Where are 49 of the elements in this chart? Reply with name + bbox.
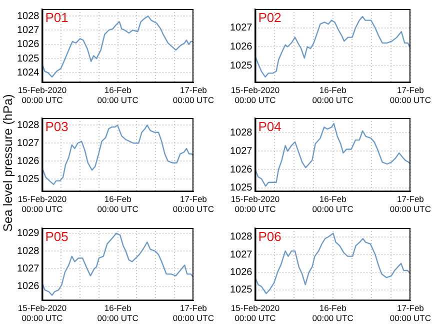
y-tick-label: 1027 bbox=[230, 146, 253, 157]
x-tick-label: 17-Feb 00:00 UTC bbox=[172, 194, 214, 214]
y-tick-label: 1025 bbox=[16, 174, 40, 185]
chart-title: P03 bbox=[45, 119, 68, 134]
x-tick-label: 17-Feb 00:00 UTC bbox=[172, 85, 214, 106]
y-tick-label: 1025 bbox=[230, 182, 253, 194]
y-tick-label: 1027 bbox=[16, 24, 40, 36]
y-tick-label: 1028 bbox=[16, 10, 40, 22]
x-tick-label: 17-Feb 00:00 UTC bbox=[390, 303, 432, 324]
chart-title: P02 bbox=[258, 10, 282, 26]
x-tick-label: 15-Feb-2020 00:00 UTC bbox=[230, 85, 280, 106]
x-tick-label: 15-Feb-2020 00:00 UTC bbox=[18, 303, 67, 324]
y-tick-label: 1028 bbox=[230, 232, 253, 243]
chart-title: P04 bbox=[258, 119, 282, 134]
x-tick-label: 16-Feb 00:00 UTC bbox=[97, 303, 138, 324]
y-tick-label: 1026 bbox=[230, 41, 253, 52]
x-tick-label: 16-Feb 00:00 UTC bbox=[97, 85, 138, 106]
x-tick-label: 17-Feb 00:00 UTC bbox=[390, 194, 432, 214]
y-tick-label: 1026 bbox=[230, 267, 253, 278]
y-tick-label: 1025 bbox=[230, 60, 253, 72]
x-tick-label: 15-Feb-2020 00:00 UTC bbox=[18, 194, 67, 214]
chart-title: P06 bbox=[258, 229, 282, 244]
y-tick-label: 1027 bbox=[230, 22, 253, 34]
x-tick-label: 16-Feb 00:00 UTC bbox=[312, 194, 354, 214]
y-tick-label: 1025 bbox=[230, 284, 253, 296]
y-tick-label: 1026 bbox=[16, 39, 40, 50]
y-tick-label: 1028 bbox=[230, 127, 253, 138]
y-tick-label: 1026 bbox=[230, 164, 253, 176]
x-tick-label: 15-Feb-2020 00:00 UTC bbox=[230, 303, 280, 324]
y-tick-label: 1028 bbox=[16, 120, 40, 131]
y-tick-label: 1026 bbox=[16, 281, 40, 292]
y-tick-label: 1028 bbox=[16, 246, 40, 257]
chart-title: P01 bbox=[45, 10, 68, 26]
y-tick-label: 1026 bbox=[16, 156, 40, 167]
y-tick-label: 1027 bbox=[230, 249, 253, 260]
x-tick-label: 16-Feb 00:00 UTC bbox=[312, 303, 354, 324]
y-tick-label: 1029 bbox=[16, 228, 40, 240]
y-axis-title: Sea level pressure (hPa) bbox=[0, 93, 16, 234]
y-tick-label: 1025 bbox=[16, 53, 40, 64]
y-tick-label: 1024 bbox=[16, 67, 40, 78]
chart-title: P05 bbox=[45, 229, 68, 244]
x-tick-label: 16-Feb 00:00 UTC bbox=[97, 194, 138, 214]
y-tick-label: 1027 bbox=[16, 263, 40, 274]
x-tick-label: 15-Feb-2020 00:00 UTC bbox=[18, 85, 67, 106]
x-tick-label: 17-Feb 00:00 UTC bbox=[172, 303, 214, 324]
x-tick-label: 15-Feb-2020 00:00 UTC bbox=[230, 194, 280, 214]
y-tick-label: 1027 bbox=[16, 138, 40, 149]
x-tick-label: 16-Feb 00:00 UTC bbox=[312, 85, 354, 106]
x-tick-label: 17-Feb 00:00 UTC bbox=[390, 85, 432, 106]
